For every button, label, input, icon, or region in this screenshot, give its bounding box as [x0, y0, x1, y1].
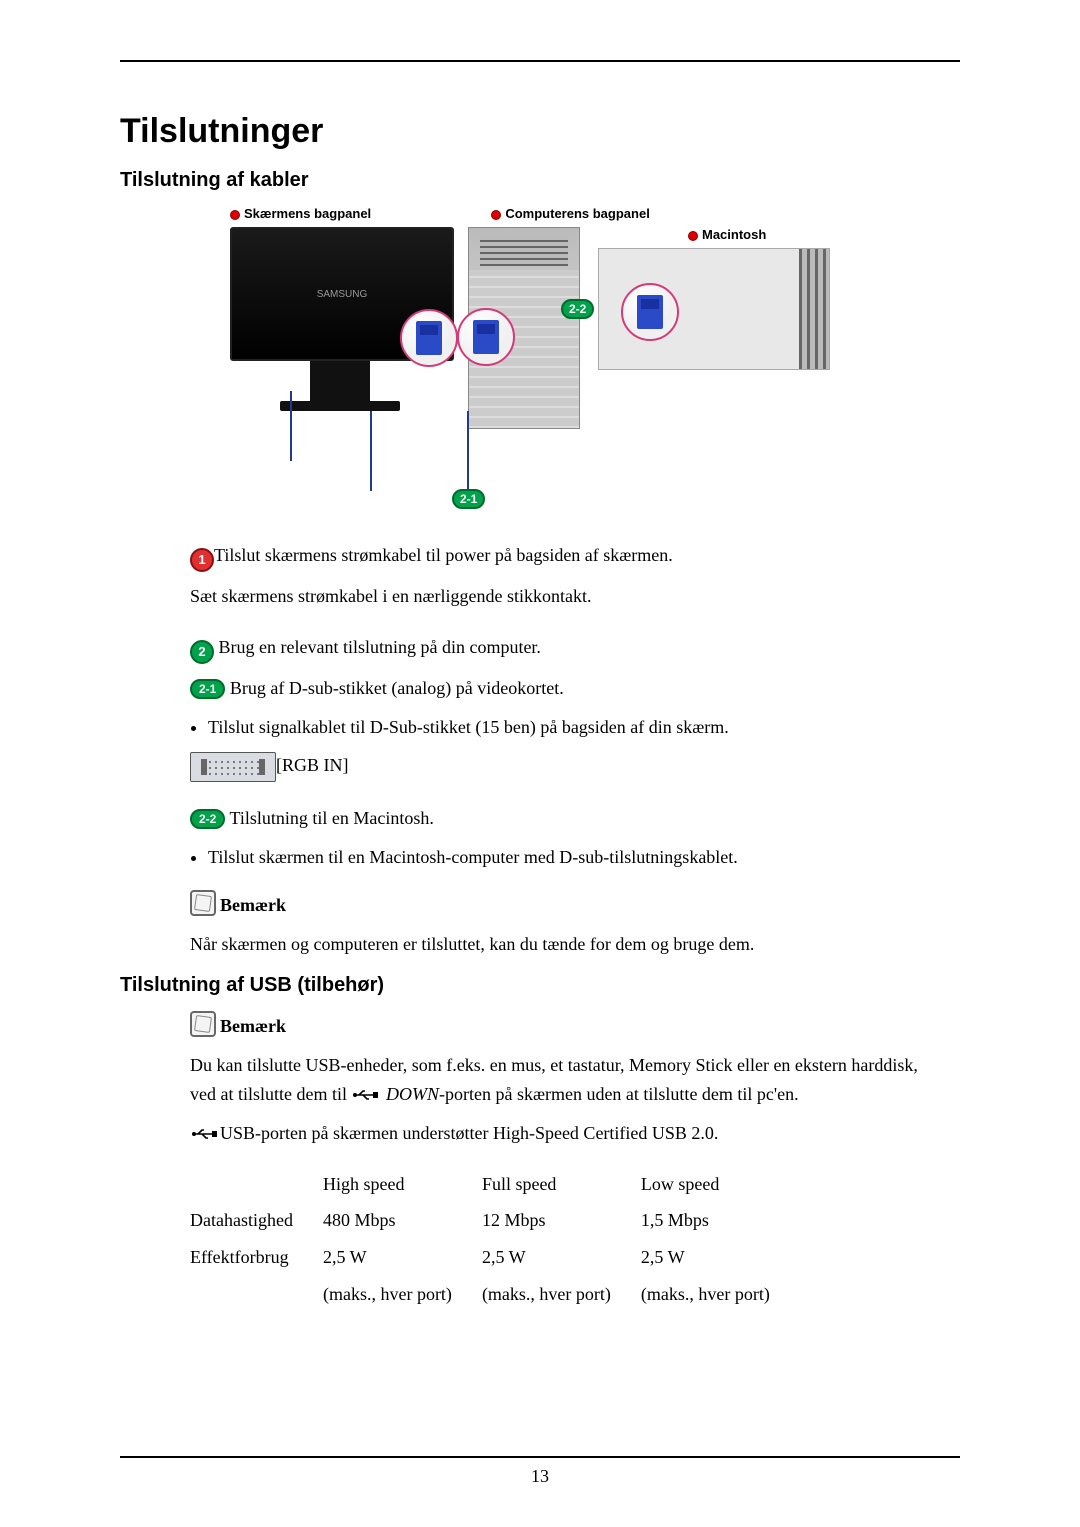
pill-2-2-text: 2-2 [190, 809, 225, 829]
list-item: Tilslut signalkablet til D-Sub-stikket (… [208, 713, 960, 742]
page-footer: 13 [120, 1456, 960, 1487]
dsub-port-icon [190, 752, 276, 782]
note-2-line2: USB-porten på skærmen understøtter High-… [190, 1119, 960, 1148]
pc-tower-icon [468, 227, 580, 429]
badge-1: 1 [190, 548, 214, 572]
pill-2-1: 2-1 [452, 489, 485, 509]
macintosh-icon: Macintosh 2-2 [598, 227, 828, 370]
step-2-2: 2-2 Tilslutning til en Macintosh. [190, 804, 960, 833]
note-icon [190, 1011, 216, 1037]
step-2-1: 2-1 Brug af D-sub-stikket (analog) på vi… [190, 674, 960, 703]
page-number: 13 [531, 1466, 549, 1486]
monitor-back-icon: SAMSUNG [230, 227, 450, 411]
note-1-body: Når skærmen og computeren er tilsluttet,… [190, 930, 960, 959]
table-row: High speed Full speed Low speed [190, 1166, 800, 1203]
note-2-head: Bemærk [190, 1011, 960, 1041]
step-1: 1Tilslut skærmens strømkabel til power p… [190, 541, 960, 572]
table-row: (maks., hver port) (maks., hver port) (m… [190, 1276, 800, 1313]
page-title: Tilslutninger [120, 112, 960, 151]
connection-diagram: Skærmens bagpanel Computerens bagpanel S… [120, 206, 960, 501]
page: Tilslutninger Tilslutning af kabler Skær… [0, 0, 1080, 1527]
pill-2-1-text: 2-1 [190, 679, 225, 699]
section2-heading: Tilslutning af USB (tilbehør) [120, 974, 960, 997]
usb-icon [192, 1127, 218, 1141]
bullet-list-2-1: Tilslut signalkablet til D-Sub-stikket (… [208, 713, 960, 742]
label-monitor: Skærmens bagpanel [230, 206, 371, 221]
monitor-brand: SAMSUNG [317, 289, 368, 300]
top-rule [120, 60, 960, 62]
bullet-list-2-2: Tilslut skærmen til en Macintosh-compute… [208, 843, 960, 872]
table-row: Datahastighed 480 Mbps 12 Mbps 1,5 Mbps [190, 1202, 800, 1239]
step-1b: Sæt skærmens strømkabel i en nærliggende… [190, 582, 960, 611]
badge-2: 2 [190, 640, 214, 664]
rgb-in-row: [RGB IN] [190, 751, 960, 782]
note-icon [190, 890, 216, 916]
step-2: 2 Brug en relevant tilslutning på din co… [190, 633, 960, 664]
note-2-body: Du kan tilslutte USB-enheder, som f.eks.… [190, 1051, 960, 1109]
note-1: Bemærk [190, 890, 960, 920]
usb-icon [353, 1088, 379, 1102]
body-content: 1Tilslut skærmens strømkabel til power p… [120, 541, 960, 958]
section1-heading: Tilslutning af kabler [120, 169, 960, 192]
usb-content: Bemærk Du kan tilslutte USB-enheder, som… [120, 1011, 960, 1312]
pill-2-2: 2-2 [561, 299, 594, 319]
speed-table: High speed Full speed Low speed Datahast… [190, 1166, 800, 1313]
list-item: Tilslut skærmen til en Macintosh-compute… [208, 843, 960, 872]
label-computer: Computerens bagpanel [491, 206, 649, 221]
table-row: Effektforbrug 2,5 W 2,5 W 2,5 W [190, 1239, 800, 1276]
